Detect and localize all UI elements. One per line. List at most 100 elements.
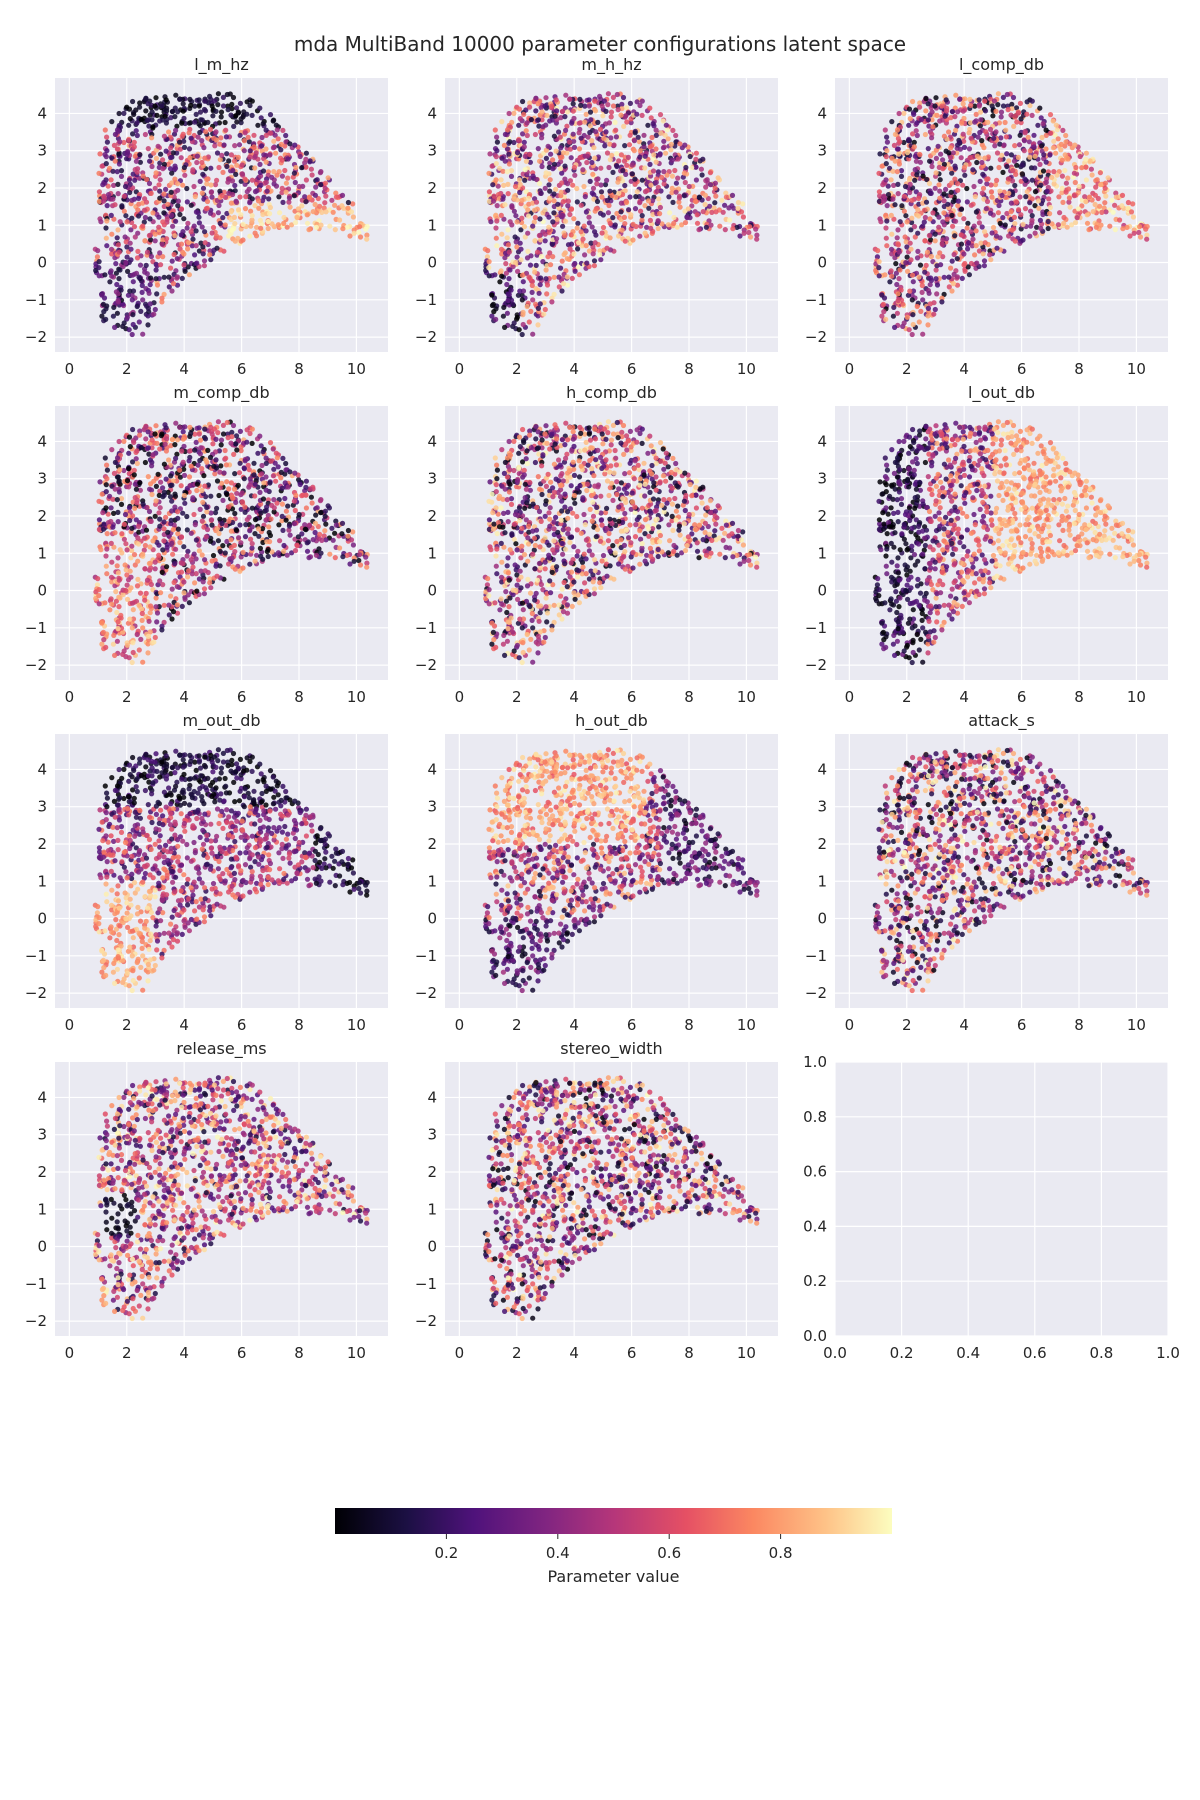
scatter-point [220,94,226,100]
scatter-point [525,207,531,213]
scatter-point [530,331,536,337]
scatter-point [506,110,512,117]
scatter-point [201,591,207,597]
scatter-point [655,218,661,225]
scatter-point [364,236,370,242]
scatter-point [977,123,984,129]
scatter-point [693,150,700,156]
scatter-point [149,463,155,469]
scatter-point [198,240,204,246]
scatter-point [222,447,228,454]
scatter-point [115,181,121,187]
scatter-point [1002,119,1008,126]
scatter-point [129,297,135,303]
scatter-point [642,153,648,159]
scatter-point [949,212,955,218]
scatter-point [231,123,237,129]
scatter-point [1032,153,1038,159]
scatter-point [898,173,905,179]
scatter-point [163,186,169,192]
scatter-point [191,223,197,229]
scatter-point [303,478,309,484]
y-tick-label: 3 [427,142,437,160]
scatter-point [163,97,169,103]
scatter-point [570,108,576,114]
scatter-point [1086,194,1092,200]
scatter-point [486,259,492,265]
scatter-point [178,569,185,575]
scatter-point [565,109,571,115]
scatter-point [230,94,237,101]
scatter-point [747,224,753,230]
scatter-point [947,166,954,172]
scatter-point [116,151,122,157]
scatter-point [127,568,133,574]
y-tick-label: −1 [805,291,827,309]
scatter-point [325,175,331,181]
scatter-point [655,225,661,232]
scatter-point [876,189,883,195]
scatter-point [140,297,146,303]
scatter-point [114,281,120,288]
scatter-point [234,162,240,168]
scatter-point [203,457,209,463]
scatter-point [1029,217,1035,223]
scatter-point [121,208,127,214]
scatter-point [285,156,291,162]
scatter-point [296,183,302,190]
scatter-point [538,253,545,260]
scatter-point [257,161,263,167]
scatter-point [235,154,241,160]
scatter-point [550,219,556,225]
scatter-point [941,133,948,139]
scatter-point [104,546,110,552]
scatter-point [138,636,144,643]
scatter-point [95,248,101,254]
scatter-point [591,145,597,151]
scatter-point [667,210,673,216]
scatter-point [504,281,510,288]
scatter-point [312,201,318,208]
scatter-point [876,273,882,279]
scatter-point [624,119,630,125]
scatter-point [136,319,142,325]
scatter-point [541,311,547,317]
scatter-point [258,553,264,559]
scatter-point [114,638,120,644]
scatter-point [498,177,504,183]
scatter-point [682,220,689,226]
scatter-point [297,481,303,488]
scatter-point [96,498,102,504]
scatter-point [280,527,286,534]
scatter-point [519,297,525,303]
scatter-point [96,273,102,279]
scatter-point [114,310,120,316]
scatter-point [906,106,913,112]
scatter-point [178,155,184,161]
subplot-title: m_comp_db [173,383,269,403]
x-tick-label: 10 [347,360,366,378]
scatter-point [1097,203,1103,209]
scatter-point [186,240,192,246]
scatter-point [637,148,643,154]
scatter-point [181,216,187,222]
scatter-point [958,155,964,161]
scatter-point [103,225,109,231]
scatter-point [205,119,211,125]
scatter-point [187,96,193,102]
scatter-point [546,214,552,220]
scatter-point [317,498,323,504]
scatter-point [247,476,253,482]
scatter-point [896,276,902,282]
scatter-point [586,97,592,103]
scatter-point [937,195,943,201]
scatter-point [504,235,510,241]
scatter-point [994,245,1000,251]
scatter-point [256,533,262,539]
scatter-point [1074,215,1080,221]
scatter-point [556,129,562,135]
scatter-point [991,135,997,141]
scatter-point [130,321,136,328]
scatter-point [348,209,355,215]
scatter-point [175,109,181,115]
